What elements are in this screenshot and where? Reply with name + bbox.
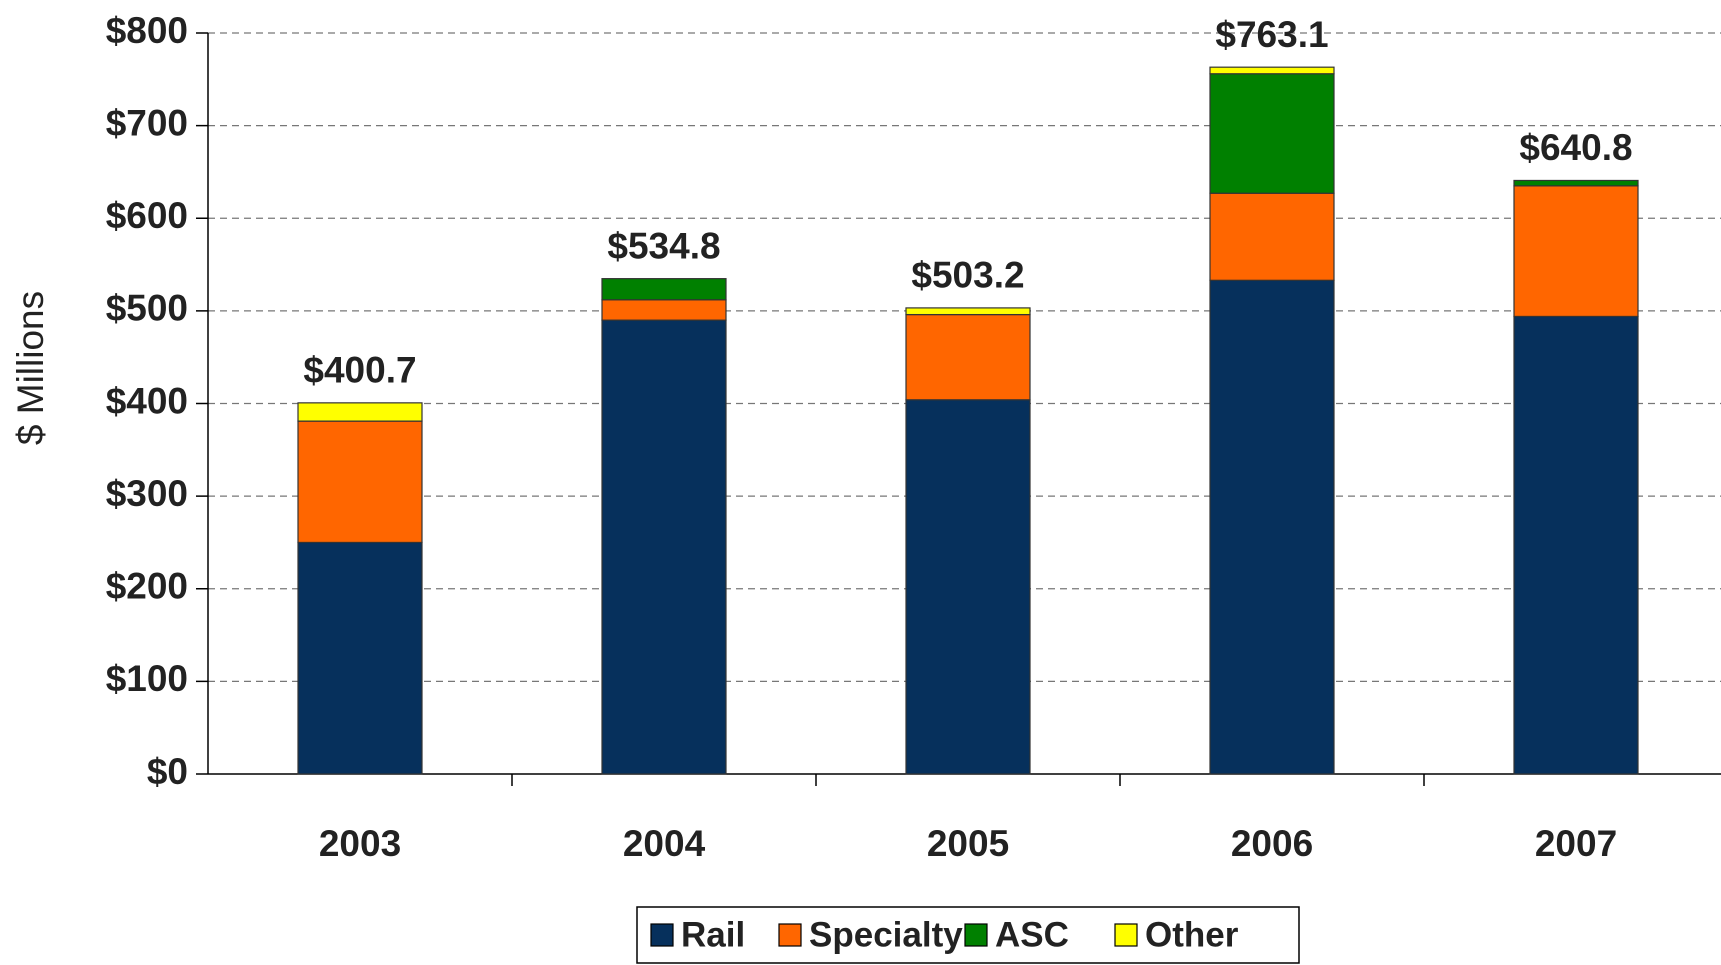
legend-swatch [778,923,802,947]
total-label: $640.8 [1519,127,1632,168]
bar-segment [1209,66,1335,75]
legend-swatch [964,923,988,947]
y-tick-label: $800 [106,10,188,51]
bar-segment [905,399,1031,775]
x-tick-label: 2003 [319,823,401,864]
legend-swatch [1114,923,1138,947]
y-tick-label: $200 [106,566,188,607]
x-tick-label: 2004 [623,823,706,864]
bar-segment [297,541,423,775]
y-tick-label: $700 [106,102,188,143]
legend-swatch [650,923,674,947]
legend-label: ASC [995,915,1069,954]
legend-label: Specialty [809,915,963,954]
bar-segment [905,307,1031,316]
y-tick-label: $500 [106,288,188,329]
y-tick-label: $300 [106,473,188,514]
y-tick-label: $0 [147,751,188,792]
y-tick-label: $100 [106,658,188,699]
bar-segment [1513,315,1639,775]
bar-segment [601,319,727,775]
bar-segment [1513,185,1639,318]
x-tick-label: 2007 [1535,823,1617,864]
total-label: $534.8 [607,225,720,266]
x-tick-label: 2005 [927,823,1009,864]
bar-segment [905,313,1031,401]
total-label: $400.7 [303,350,416,391]
bar-segment [601,278,727,301]
legend-label: Other [1145,915,1239,954]
total-label: $763.1 [1215,14,1328,55]
bar-segment [1209,73,1335,194]
y-tick-label: $400 [106,380,188,421]
bar-segment [1209,279,1335,775]
bar-segment [601,299,727,321]
bar-segment [1513,179,1639,187]
x-tick-label: 2006 [1231,823,1313,864]
bar-segment [297,420,423,544]
legend-label: Rail [681,915,745,954]
bar-segment [297,402,423,422]
total-label: $503.2 [911,255,1024,296]
bar-segment [1209,192,1335,281]
y-axis-title: $ Millions [10,291,51,445]
y-tick-label: $600 [106,195,188,236]
